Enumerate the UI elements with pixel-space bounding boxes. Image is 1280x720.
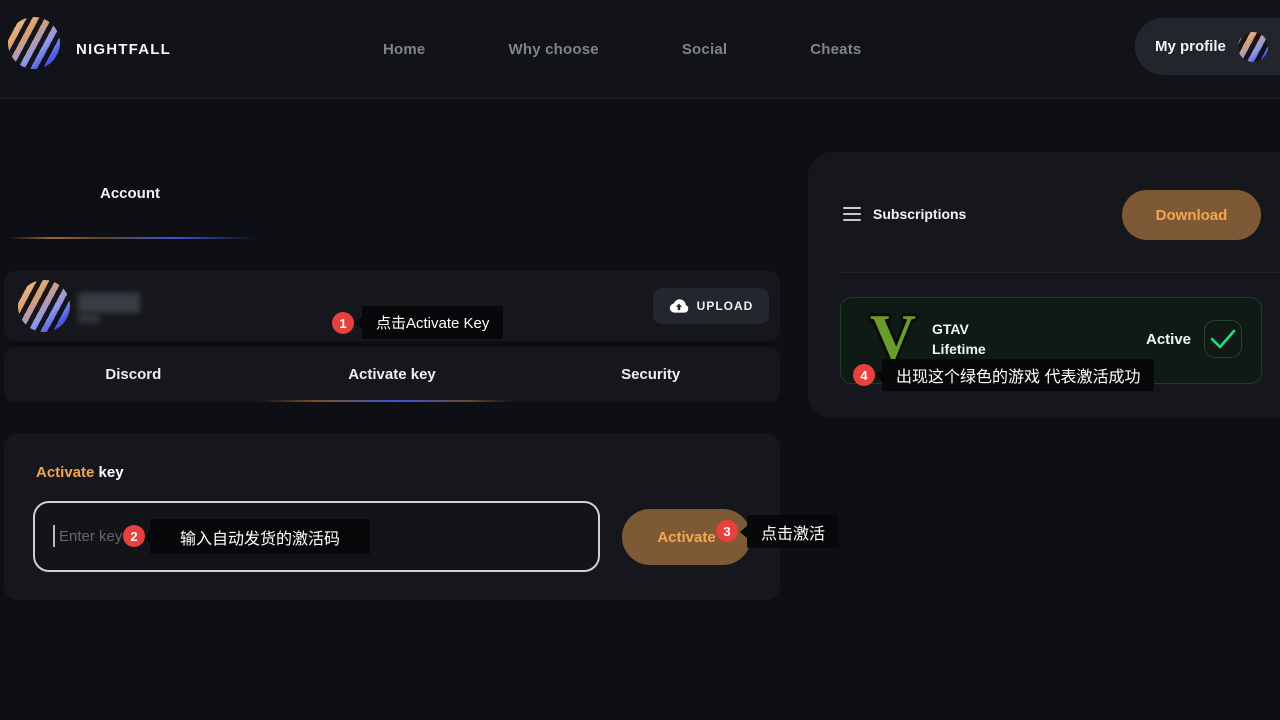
badge-3-number: 3 xyxy=(723,523,731,539)
username-redacted xyxy=(78,293,140,313)
nav-item-social[interactable]: Social xyxy=(681,40,728,58)
account-title-underline xyxy=(8,237,256,239)
user-avatar xyxy=(18,280,70,332)
subscription-plan: Lifetime xyxy=(932,341,986,357)
username-redacted-fragment xyxy=(78,314,100,323)
badge-4-number: 4 xyxy=(860,367,868,383)
annotation-badge-1: 1 xyxy=(332,312,354,334)
text-cursor xyxy=(53,525,55,547)
tab-security[interactable]: Security xyxy=(621,366,681,383)
check-icon xyxy=(1210,329,1236,349)
account-tabs-panel xyxy=(4,347,780,402)
account-section-title: Account xyxy=(100,185,160,202)
nav-item-cheats[interactable]: Cheats xyxy=(810,40,862,58)
status-check-container xyxy=(1204,320,1242,358)
profile-avatar xyxy=(1237,31,1268,62)
subscription-game-name: GTAV xyxy=(932,321,969,337)
brand-logo-icon[interactable] xyxy=(8,17,60,69)
upload-button-label: UPLOAD xyxy=(696,299,754,313)
activate-button[interactable]: Activate xyxy=(622,509,751,565)
badge-2-number: 2 xyxy=(130,528,138,544)
active-tab-underline xyxy=(262,400,512,402)
tab-discord[interactable]: Discord xyxy=(105,366,162,383)
my-profile-label: My profile xyxy=(1155,38,1226,55)
badge-1-number: 1 xyxy=(339,315,347,331)
annotation-tooltip-4: 出现这个绿色的游戏 代表激活成功 xyxy=(874,359,1155,391)
main-nav: Home Why choose Social Cheats xyxy=(383,0,861,98)
tab-activate-key[interactable]: Activate key xyxy=(348,366,436,383)
brand-name[interactable]: NIGHTFALL xyxy=(76,40,171,58)
menu-icon[interactable] xyxy=(843,207,861,221)
activate-heading-accent: Activate xyxy=(36,464,95,481)
subscriptions-title: Subscriptions xyxy=(873,206,967,222)
annotation-tooltip-3: 点击激活 xyxy=(739,515,840,548)
upload-cloud-icon xyxy=(669,299,688,313)
top-nav-bar xyxy=(0,0,1280,99)
activate-key-heading: Activate key xyxy=(36,464,124,481)
annotation-badge-3: 3 xyxy=(716,520,738,542)
subscription-status-label: Active xyxy=(1146,331,1192,348)
my-profile-button[interactable]: My profile xyxy=(1135,18,1280,75)
nav-item-why-choose[interactable]: Why choose xyxy=(508,40,599,58)
activate-heading-rest: key xyxy=(98,464,124,481)
annotation-tooltip-1: 点击Activate Key xyxy=(354,306,504,339)
annotation-badge-2: 2 xyxy=(123,525,145,547)
annotation-tooltip-2: 输入自动发货的激活码 xyxy=(142,519,371,554)
download-button[interactable]: Download xyxy=(1122,190,1261,240)
nav-item-home[interactable]: Home xyxy=(383,40,426,58)
annotation-badge-4: 4 xyxy=(853,364,875,386)
upload-avatar-button[interactable]: UPLOAD xyxy=(653,288,769,324)
account-tabs: Discord Activate key Security xyxy=(4,347,780,402)
subscriptions-divider xyxy=(840,272,1280,273)
